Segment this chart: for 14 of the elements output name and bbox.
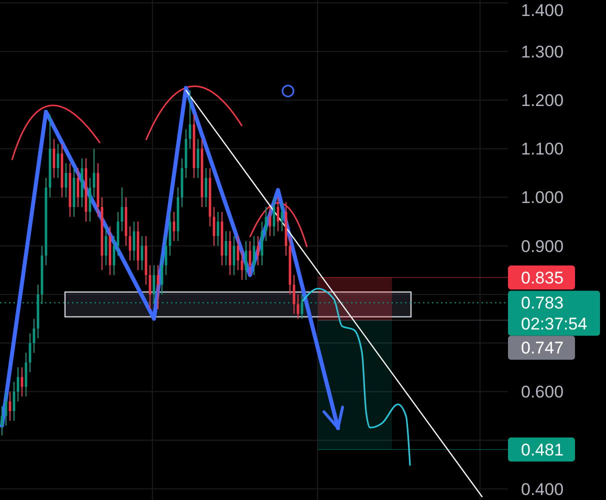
ref-line-label: 0.783	[521, 294, 564, 313]
ref-line-label: 0.481	[521, 440, 564, 460]
y-tick-label: 1.300	[521, 42, 564, 62]
y-tick-label: 0.400	[521, 480, 564, 499]
y-tick-label: 0.600	[521, 382, 564, 402]
y-tick-label: 0.900	[521, 236, 564, 256]
y-tick-label: 1.400	[521, 0, 564, 20]
y-tick-label: 1.200	[521, 91, 564, 110]
y-tick-label: 1.100	[521, 140, 564, 159]
y-tick-label: 1.000	[521, 188, 564, 208]
ref-line-label: 0.747	[521, 338, 564, 358]
text: 02:37:54	[521, 314, 588, 334]
line-series	[301, 288, 411, 466]
ref-line-label: 0.835	[521, 268, 564, 288]
